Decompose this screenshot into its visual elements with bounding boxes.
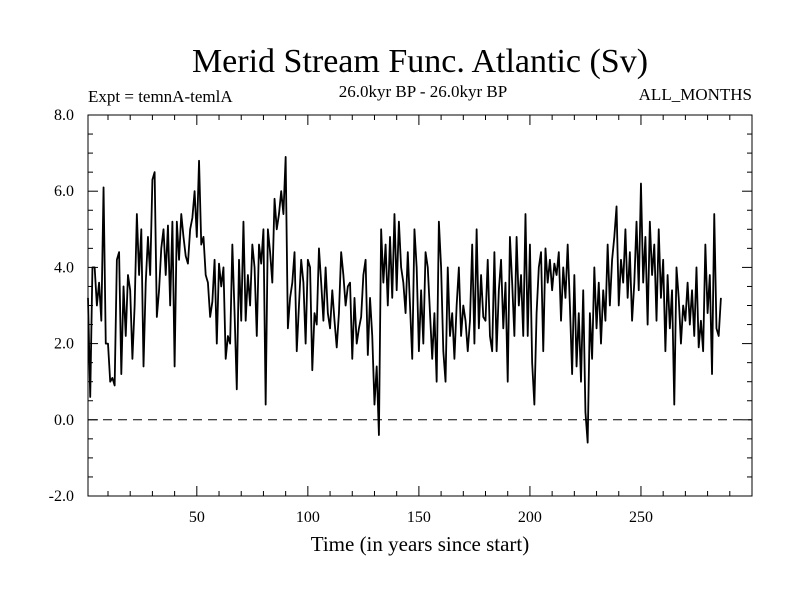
- x-tick-label: 100: [296, 509, 320, 526]
- series-line: [87, 156, 722, 444]
- months-label: ALL_MONTHS: [639, 85, 752, 104]
- x-tick-label: 150: [407, 509, 431, 526]
- y-tick-label: 4.0: [54, 259, 74, 276]
- experiment-label: Expt = temnA-temlA: [88, 87, 233, 106]
- period-label: 26.0kyr BP - 26.0kyr BP: [339, 82, 507, 101]
- y-tick-label: 2.0: [54, 336, 74, 353]
- x-axis-label: Time (in years since start): [311, 532, 530, 556]
- x-tick-label: 250: [629, 509, 653, 526]
- chart-title: Merid Stream Func. Atlantic (Sv): [192, 43, 648, 80]
- y-tick-label: -2.0: [49, 488, 74, 505]
- plot-area: 50 100 150 200 250 -2.0 0.0 2.0 4.0 6.0 8.0: [49, 107, 753, 526]
- y-tick-label: 6.0: [54, 183, 74, 200]
- x-tick-label: 200: [518, 509, 542, 526]
- y-tick-label: 8.0: [54, 107, 74, 124]
- x-tick-label: 50: [189, 509, 205, 526]
- y-tick-label: 0.0: [54, 412, 74, 429]
